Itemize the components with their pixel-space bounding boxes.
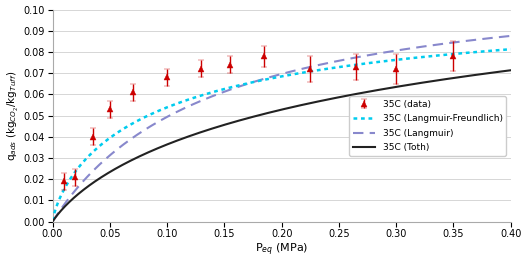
Line: 35C (Toth): 35C (Toth)	[53, 70, 511, 221]
Line: 35C (Langmuir): 35C (Langmuir)	[53, 36, 511, 221]
35C (Langmuir)	[77, 182, 84, 186]
Line: 35C (Langmuir-Freundlich): 35C (Langmuir-Freundlich)	[53, 49, 511, 221]
35C (Langmuir-Freundlich)	[508, 48, 514, 51]
Legend: 35C (data), 35C (Langmuir-Freundlich), 35C (Langmuir), 35C (Toth): 35C (data), 35C (Langmuir-Freundlich), 3…	[349, 96, 506, 156]
35C (Langmuir)	[316, 63, 322, 67]
Y-axis label: q$_{ads}$ (kg$_{CO_2}$/kg$_{Tuff}$): q$_{ads}$ (kg$_{CO_2}$/kg$_{Tuff}$)	[6, 70, 21, 161]
35C (Toth)	[397, 85, 403, 88]
35C (Toth)	[444, 77, 450, 81]
35C (Langmuir-Freundlich)	[316, 68, 322, 72]
35C (Langmuir-Freundlich)	[77, 163, 84, 166]
35C (Langmuir)	[341, 58, 348, 61]
35C (Langmuir-Freundlich)	[397, 58, 403, 61]
35C (Toth)	[508, 69, 514, 72]
35C (Toth)	[50, 220, 56, 223]
35C (Langmuir-Freundlich)	[50, 219, 56, 222]
35C (Langmuir)	[397, 48, 403, 51]
35C (Langmuir-Freundlich)	[328, 67, 334, 70]
35C (Toth)	[341, 95, 348, 98]
35C (Langmuir)	[444, 42, 450, 45]
35C (Toth)	[328, 97, 334, 101]
X-axis label: P$_{eq}$ (MPa): P$_{eq}$ (MPa)	[255, 242, 308, 258]
35C (Langmuir)	[328, 61, 334, 64]
35C (Langmuir)	[50, 220, 56, 223]
35C (Langmuir-Freundlich)	[444, 53, 450, 56]
35C (Toth)	[77, 190, 84, 194]
35C (Langmuir)	[508, 34, 514, 37]
35C (Langmuir-Freundlich)	[341, 65, 348, 68]
35C (Toth)	[316, 100, 322, 103]
